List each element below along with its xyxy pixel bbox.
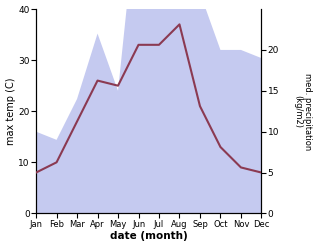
Y-axis label: med. precipitation
(kg/m2): med. precipitation (kg/m2) xyxy=(293,73,313,150)
Y-axis label: max temp (C): max temp (C) xyxy=(5,78,16,145)
X-axis label: date (month): date (month) xyxy=(110,231,188,242)
